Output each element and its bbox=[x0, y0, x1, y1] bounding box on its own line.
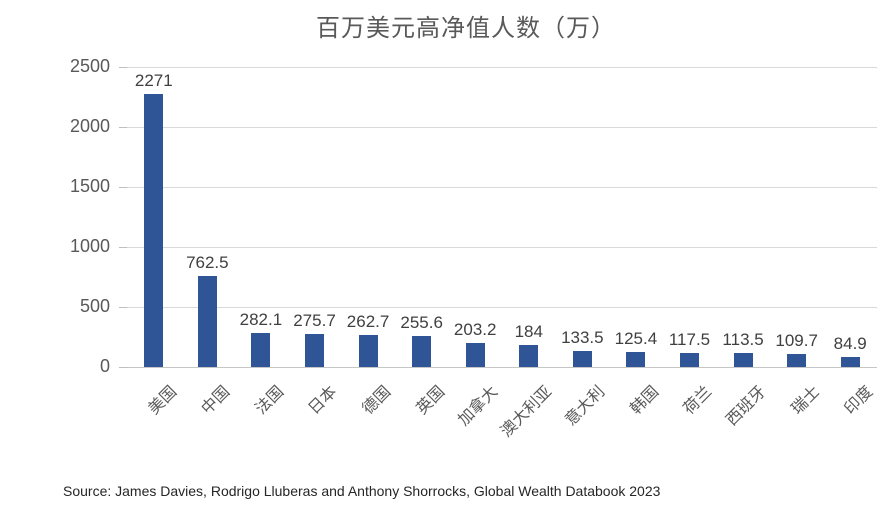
bar bbox=[680, 352, 699, 367]
gridline bbox=[127, 67, 877, 68]
y-axis-label: 500 bbox=[79, 296, 110, 316]
gridline bbox=[127, 367, 877, 368]
y-axis-tick bbox=[119, 247, 127, 248]
x-axis-label: 澳大利亚 bbox=[497, 383, 556, 441]
x-axis-label: 韩国 bbox=[627, 383, 663, 418]
bar-value-label: 117.5 bbox=[668, 329, 711, 349]
y-axis-tick bbox=[119, 307, 127, 308]
bar bbox=[144, 94, 164, 367]
bar bbox=[519, 344, 539, 367]
y-axis-label: 1500 bbox=[69, 176, 110, 196]
bar-value-label: 762.5 bbox=[186, 252, 229, 272]
bar bbox=[787, 353, 807, 367]
bar-value-label: 109.7 bbox=[775, 330, 818, 350]
x-axis-label: 法国 bbox=[252, 383, 288, 418]
y-axis-tick bbox=[119, 67, 127, 68]
bar bbox=[197, 275, 217, 367]
gridline bbox=[127, 247, 877, 248]
bar-value-label: 255.6 bbox=[400, 313, 443, 333]
source-note: Source: James Davies, Rodrigo Lluberas a… bbox=[63, 483, 661, 499]
bar bbox=[251, 333, 271, 367]
bar bbox=[412, 336, 432, 367]
gridline bbox=[127, 307, 877, 308]
x-axis-label: 瑞士 bbox=[788, 383, 823, 418]
x-axis-label: 美国 bbox=[145, 383, 181, 418]
bar bbox=[358, 335, 378, 367]
bar-value-label: 203.2 bbox=[453, 319, 497, 339]
bar-value-label: 133.5 bbox=[561, 327, 604, 347]
y-axis-label: 2500 bbox=[69, 56, 110, 76]
x-axis-label: 意大利 bbox=[562, 383, 609, 430]
bar-value-label: 275.7 bbox=[293, 310, 336, 330]
x-axis-label: 日本 bbox=[306, 383, 341, 418]
chart-title: 百万美元高净值人数（万） bbox=[316, 15, 616, 42]
bar-value-label: 282.1 bbox=[239, 310, 283, 330]
gridline bbox=[127, 187, 877, 188]
bar-value-label: 2271 bbox=[134, 71, 173, 91]
y-axis-tick bbox=[119, 187, 127, 188]
bar bbox=[572, 350, 592, 367]
bar bbox=[626, 351, 646, 367]
y-axis-label: 2000 bbox=[69, 116, 110, 136]
bar bbox=[840, 356, 860, 367]
x-axis-label: 德国 bbox=[359, 383, 395, 418]
bar-value-label: 262.7 bbox=[346, 312, 390, 332]
bar-value-label: 113.5 bbox=[722, 330, 764, 350]
y-axis-tick bbox=[119, 367, 127, 368]
bar bbox=[733, 353, 753, 367]
x-axis-label: 荷兰 bbox=[681, 383, 716, 418]
bar bbox=[305, 333, 324, 367]
x-axis-label: 英国 bbox=[413, 383, 448, 418]
x-axis-label: 西班牙 bbox=[723, 383, 770, 430]
y-axis-tick bbox=[119, 127, 127, 128]
x-axis-label: 中国 bbox=[198, 383, 234, 418]
gridline bbox=[127, 127, 877, 128]
x-axis-label: 印度 bbox=[841, 383, 877, 418]
bar-value-label: 84.9 bbox=[833, 333, 867, 353]
bar-value-label: 184 bbox=[514, 321, 543, 341]
y-axis-label: 0 bbox=[99, 356, 110, 376]
bar-value-label: 125.4 bbox=[614, 328, 658, 348]
bar bbox=[465, 342, 485, 367]
y-axis-label: 1000 bbox=[69, 236, 110, 256]
